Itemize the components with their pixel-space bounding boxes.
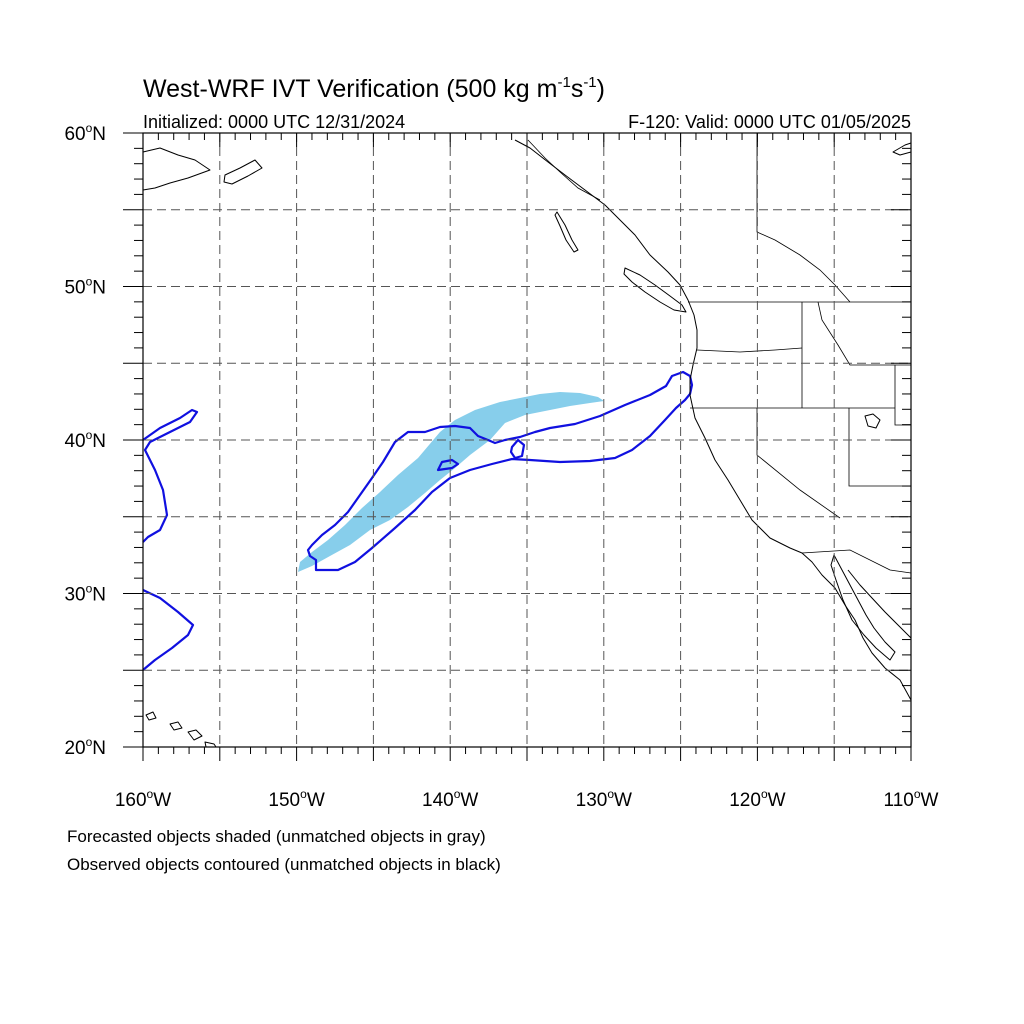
observed-inner-contour-a [436,458,460,472]
forecast-caption: Forecasted objects shaded (unmatched obj… [67,827,486,846]
latitude-tick-label: 20oN [64,735,106,759]
observed-caption: Observed objects contoured (unmatched ob… [67,855,501,874]
bc-ak-border [527,139,601,201]
longitude-tick-label: 150oW [268,787,324,811]
gulf-coast-mexico [847,569,912,639]
coastlines [142,139,912,748]
observed-contours [142,370,694,671]
observed-ar-contour [306,370,694,572]
longitude-tick-label: 120oW [729,787,785,811]
longitude-tick-label: 160oW [115,787,171,811]
valid-time-label: F-120: Valid: 0000 UTC 01/05/2025 [628,112,911,132]
longitude-tick-label: 130oW [576,787,632,811]
vancouver-island [623,267,687,313]
nv-az-border [848,408,911,487]
map-title: West-WRF IVT Verification (500 kg m-1s-1… [143,74,605,103]
init-time-label: Initialized: 0000 UTC 12/31/2024 [143,112,405,132]
map-panel [123,132,912,761]
alaska-islands [223,159,263,185]
latitude-tick-label: 50oN [64,275,106,299]
alaska-coast [142,147,211,191]
axis-ticks [123,132,912,761]
id-mt-border [817,301,895,366]
observed-edge-contour-north [142,408,199,543]
longitude-labels: 160oW 150oW 140oW 130oW 120oW 110oW [115,787,939,811]
longitude-tick-label: 140oW [422,787,478,811]
observed-inner-contour-b [509,438,526,460]
latitude-tick-label: 30oN [64,582,106,606]
forecast-ivt-object [298,392,604,572]
great-salt-lake [864,413,881,429]
haida-gwaii [554,211,579,253]
latitude-tick-label: 40oN [64,428,106,452]
lat-lon-gridlines [143,133,911,747]
longitude-tick-label: 110oW [884,787,939,811]
us-mexico-border [801,549,912,574]
observed-edge-contour-south [142,589,195,671]
latitude-labels: 60oN 50oN 40oN 30oN 20oN [64,121,106,759]
latitude-tick-label: 60oN [64,121,106,145]
hawaii-islands [145,711,217,748]
baja-peninsula [830,554,896,661]
